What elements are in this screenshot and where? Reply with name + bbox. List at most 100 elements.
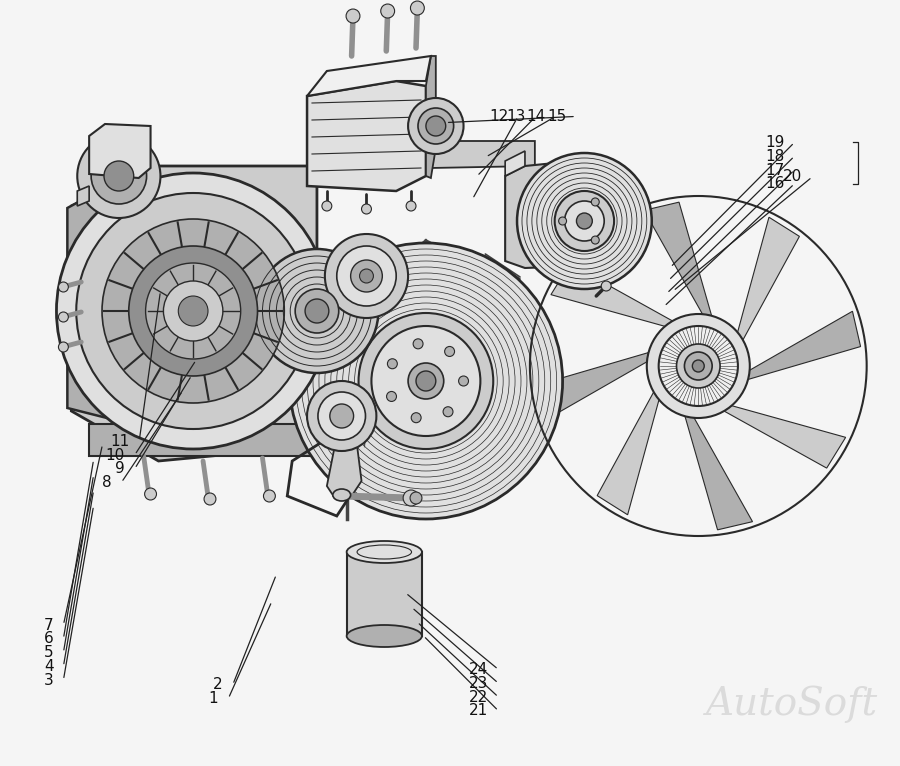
Circle shape bbox=[58, 282, 68, 292]
Circle shape bbox=[351, 260, 382, 292]
Circle shape bbox=[307, 381, 376, 451]
Circle shape bbox=[410, 492, 422, 504]
Circle shape bbox=[564, 201, 604, 241]
Text: 19: 19 bbox=[765, 135, 785, 150]
Text: 7: 7 bbox=[44, 617, 53, 633]
Circle shape bbox=[459, 376, 469, 386]
Text: 23: 23 bbox=[469, 676, 489, 691]
Circle shape bbox=[443, 407, 453, 417]
Circle shape bbox=[58, 312, 68, 322]
Polygon shape bbox=[644, 202, 712, 316]
Circle shape bbox=[337, 246, 396, 306]
Circle shape bbox=[58, 342, 68, 352]
Polygon shape bbox=[505, 161, 590, 268]
Circle shape bbox=[601, 281, 611, 291]
Polygon shape bbox=[327, 426, 362, 498]
Circle shape bbox=[692, 360, 704, 372]
Circle shape bbox=[264, 490, 275, 502]
Circle shape bbox=[517, 153, 652, 289]
Circle shape bbox=[372, 326, 481, 436]
Text: 11: 11 bbox=[110, 434, 130, 449]
Polygon shape bbox=[392, 141, 535, 183]
Text: 5: 5 bbox=[44, 645, 53, 660]
Text: 10: 10 bbox=[105, 447, 125, 463]
Circle shape bbox=[416, 371, 436, 391]
Circle shape bbox=[577, 213, 592, 229]
Circle shape bbox=[256, 249, 378, 373]
Text: 12: 12 bbox=[489, 109, 508, 124]
Polygon shape bbox=[685, 416, 752, 530]
Text: 9: 9 bbox=[115, 461, 125, 476]
Circle shape bbox=[659, 326, 738, 406]
Text: 3: 3 bbox=[44, 673, 53, 688]
Polygon shape bbox=[536, 352, 649, 421]
Circle shape bbox=[554, 191, 614, 251]
Text: 14: 14 bbox=[526, 109, 545, 124]
Text: 6: 6 bbox=[44, 631, 53, 647]
Polygon shape bbox=[307, 81, 426, 191]
Ellipse shape bbox=[346, 541, 422, 563]
Polygon shape bbox=[77, 186, 89, 206]
Circle shape bbox=[445, 346, 455, 356]
Circle shape bbox=[329, 404, 354, 428]
Circle shape bbox=[684, 352, 712, 380]
Polygon shape bbox=[598, 392, 659, 515]
Ellipse shape bbox=[333, 489, 351, 501]
Text: 17: 17 bbox=[765, 162, 785, 178]
Polygon shape bbox=[307, 56, 431, 96]
Circle shape bbox=[104, 161, 134, 191]
Circle shape bbox=[387, 391, 397, 401]
Circle shape bbox=[418, 108, 454, 144]
Circle shape bbox=[387, 358, 397, 368]
Circle shape bbox=[77, 134, 160, 218]
Polygon shape bbox=[724, 406, 846, 468]
Polygon shape bbox=[346, 552, 422, 636]
Circle shape bbox=[322, 201, 332, 211]
Text: 22: 22 bbox=[469, 689, 489, 705]
Polygon shape bbox=[551, 264, 672, 326]
Circle shape bbox=[426, 116, 446, 136]
Circle shape bbox=[677, 344, 720, 388]
Text: 13: 13 bbox=[507, 109, 526, 124]
Circle shape bbox=[146, 263, 240, 359]
Circle shape bbox=[76, 193, 310, 429]
Circle shape bbox=[591, 198, 599, 206]
Text: 15: 15 bbox=[547, 109, 566, 124]
Circle shape bbox=[164, 281, 223, 341]
Text: AutoSoft: AutoSoft bbox=[706, 686, 878, 723]
Polygon shape bbox=[748, 311, 860, 379]
Circle shape bbox=[411, 413, 421, 423]
Circle shape bbox=[305, 299, 328, 323]
Polygon shape bbox=[89, 124, 150, 178]
Circle shape bbox=[325, 234, 408, 318]
Text: 1: 1 bbox=[209, 691, 219, 706]
Polygon shape bbox=[89, 424, 317, 456]
Circle shape bbox=[91, 148, 147, 204]
Text: 20: 20 bbox=[783, 169, 802, 185]
Text: 2: 2 bbox=[213, 677, 223, 692]
Text: 16: 16 bbox=[765, 176, 785, 192]
Circle shape bbox=[289, 243, 562, 519]
Circle shape bbox=[295, 289, 338, 333]
Circle shape bbox=[346, 9, 360, 23]
Ellipse shape bbox=[346, 625, 422, 647]
Circle shape bbox=[413, 339, 423, 349]
Circle shape bbox=[408, 363, 444, 399]
Circle shape bbox=[406, 201, 416, 211]
Text: 8: 8 bbox=[102, 475, 112, 490]
Polygon shape bbox=[71, 166, 317, 461]
Circle shape bbox=[410, 1, 424, 15]
Circle shape bbox=[381, 4, 394, 18]
Text: 21: 21 bbox=[469, 703, 489, 719]
Polygon shape bbox=[426, 56, 436, 178]
Text: 24: 24 bbox=[469, 662, 489, 677]
Circle shape bbox=[358, 313, 493, 449]
Polygon shape bbox=[505, 151, 525, 176]
Circle shape bbox=[362, 204, 372, 214]
Circle shape bbox=[178, 296, 208, 326]
Polygon shape bbox=[68, 188, 107, 418]
Circle shape bbox=[204, 493, 216, 505]
Circle shape bbox=[145, 488, 157, 500]
Circle shape bbox=[318, 392, 365, 440]
Circle shape bbox=[647, 314, 750, 418]
